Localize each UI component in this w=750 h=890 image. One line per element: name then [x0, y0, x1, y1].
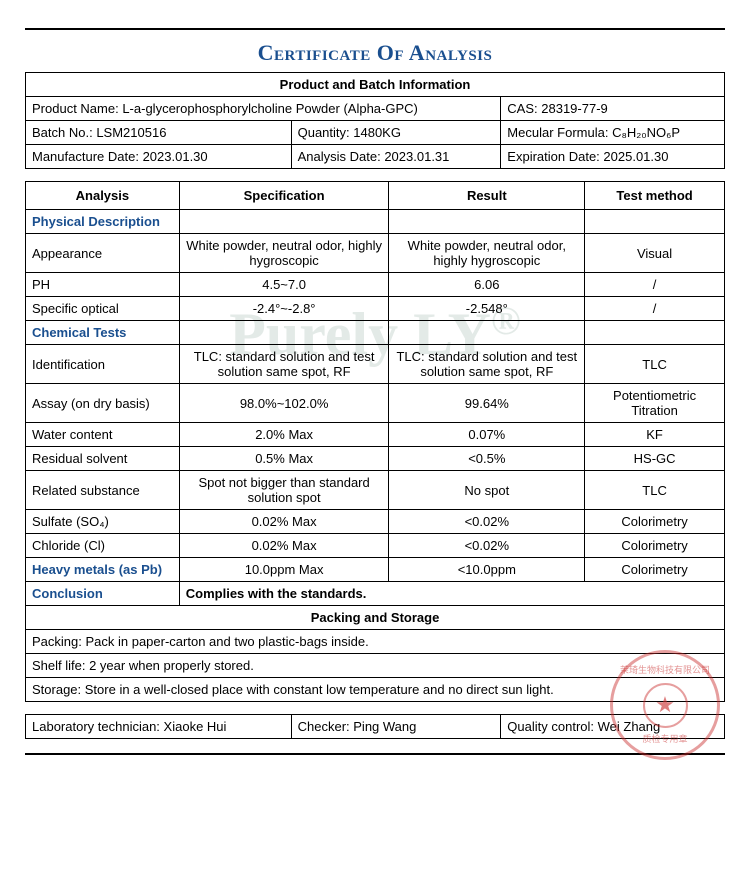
packing-row: Packing: Pack in paper-carton and two pl…	[26, 630, 725, 654]
quantity-cell: Quantity: 1480KG	[291, 121, 501, 145]
product-name-cell: Product Name: L-a-glycerophosphorylcholi…	[26, 97, 501, 121]
table-row: Assay (on dry basis) 98.0%~102.0% 99.64%…	[26, 384, 725, 423]
batch-no-cell: Batch No.: LSM210516	[26, 121, 292, 145]
lab-tech-cell: Laboratory technician: Xiaoke Hui	[26, 715, 292, 739]
table-row: Sulfate (SO₄) 0.02% Max <0.02% Colorimet…	[26, 510, 725, 534]
batch-info-table: Product and Batch Information Product Na…	[25, 72, 725, 169]
rule-bottom	[25, 753, 725, 755]
table-row: Appearance White powder, neutral odor, h…	[26, 234, 725, 273]
group-physical: Physical Description	[26, 210, 180, 234]
checker-cell: Checker: Ping Wang	[291, 715, 501, 739]
group-chemical: Chemical Tests	[26, 321, 180, 345]
table-row: Identification TLC: standard solution an…	[26, 345, 725, 384]
table-row: PH 4.5~7.0 6.06 /	[26, 273, 725, 297]
table-row: Specific optical -2.4°~-2.8° -2.548° /	[26, 297, 725, 321]
packing-header: Packing and Storage	[26, 606, 725, 630]
col-analysis: Analysis	[26, 182, 180, 210]
col-spec: Specification	[179, 182, 389, 210]
cas-cell: CAS: 28319-77-9	[501, 97, 725, 121]
table-row: Related substance Spot not bigger than s…	[26, 471, 725, 510]
signature-table: Laboratory technician: Xiaoke Hui Checke…	[25, 714, 725, 739]
table-row: Chloride (Cl) 0.02% Max <0.02% Colorimet…	[26, 534, 725, 558]
analysis-table: Analysis Specification Result Test metho…	[25, 181, 725, 702]
qc-cell: Quality control: Wei Zhang	[501, 715, 725, 739]
batch-info-header: Product and Batch Information	[26, 73, 725, 97]
conclusion-row: Conclusion Complies with the standards.	[26, 582, 725, 606]
exp-date-cell: Expiration Date: 2025.01.30	[501, 145, 725, 169]
shelf-row: Shelf life: 2 year when properly stored.	[26, 654, 725, 678]
table-row: Water content 2.0% Max 0.07% KF	[26, 423, 725, 447]
rule-top	[25, 28, 725, 30]
storage-row: Storage: Store in a well-closed place wi…	[26, 678, 725, 702]
mfg-date-cell: Manufacture Date: 2023.01.30	[26, 145, 292, 169]
formula-cell: Mecular Formula: C₈H₂₀NO₆P	[501, 121, 725, 145]
table-row: Residual solvent 0.5% Max <0.5% HS-GC	[26, 447, 725, 471]
table-row: Heavy metals (as Pb) 10.0ppm Max <10.0pp…	[26, 558, 725, 582]
col-result: Result	[389, 182, 585, 210]
analysis-date-cell: Analysis Date: 2023.01.31	[291, 145, 501, 169]
doc-title: Certificate Of Analysis	[25, 40, 725, 66]
col-method: Test method	[585, 182, 725, 210]
